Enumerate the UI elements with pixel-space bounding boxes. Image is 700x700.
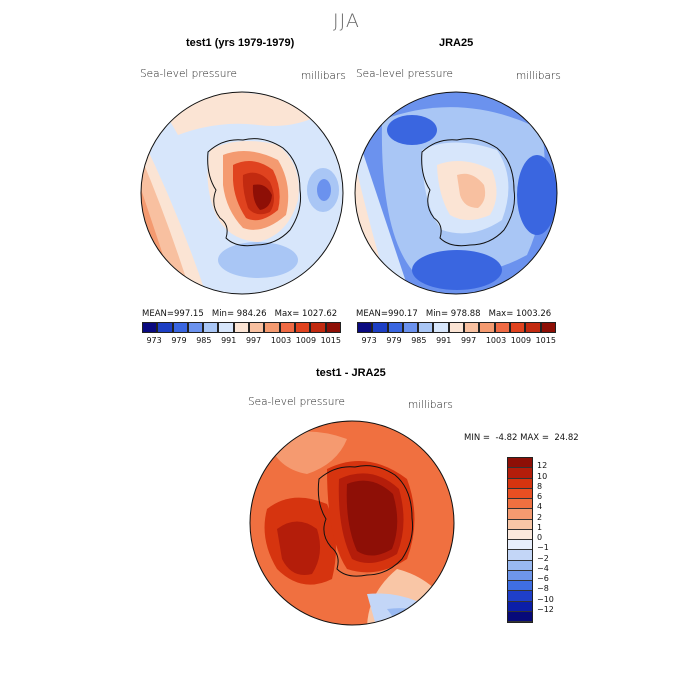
colorbar-swatch [279,322,295,333]
colorbar-swatch [479,322,495,333]
colorbar-tick-label: −1 [537,543,549,553]
stats-test1: MEAN=997.15 Min= 984.26 Max= 1027.62 [142,309,338,319]
colorbar-ticks-diff: 12 10 8 6 4 2 1 0 −1 −2 −4 −6 −8 −10 −12 [537,457,577,621]
colorbar-ticks-test1: 973 979 985 991 997 1003 1009 1015 [142,336,341,348]
map-diff [249,420,455,626]
map-jra25 [354,91,558,295]
colorbar-tick-label: 1 [537,522,543,532]
colorbar-tick-label: 997 [460,336,477,345]
colorbar-swatch [187,322,204,333]
variable-label-test1: Sea-level pressure [140,68,238,80]
colorbar-swatch [218,322,234,333]
colorbar-tick-label: 1015 [535,336,556,345]
colorbar-swatch [508,550,532,561]
colorbar-swatch [203,322,219,333]
colorbar-swatch [325,322,341,333]
colorbar-swatch [540,322,556,333]
colorbar-tick-label: 1003 [270,336,292,345]
colorbar-swatch [372,322,388,333]
colorbar-swatch [508,458,532,469]
colorbar-tick-label: 1009 [295,336,317,345]
colorbar-swatch [157,322,173,333]
colorbar-swatch [233,322,250,333]
colorbar-tick-label: 4 [537,502,543,512]
colorbar-swatch [264,322,280,333]
colorbar-tick-label: 979 [171,336,187,345]
colorbar-tick-label: 10 [537,471,548,481]
colorbar-tick-label: 985 [196,336,212,345]
colorbar-swatch [508,611,532,622]
colorbar-tick-label: −8 [537,584,549,594]
colorbar-swatch [508,509,532,520]
colorbar-swatch [508,560,532,571]
colorbar-swatch [402,322,419,333]
colorbar-tick-label: −12 [537,604,554,614]
colorbar-swatch [508,540,532,551]
figure-title: JJA [333,10,360,32]
colorbar-swatch [494,322,510,333]
colorbar-diff [507,457,533,623]
colorbar-tick-label: 997 [245,336,262,345]
colorbar-swatch [508,478,532,489]
stats-jra25: MEAN=990.17 Min= 978.88 Max= 1003.26 [356,309,552,319]
units-label-diff: millibars [408,399,453,411]
colorbar-swatch [508,519,532,530]
colorbar-swatch [387,322,403,333]
colorbar-swatch [508,591,532,602]
colorbar-jra25 [357,322,556,333]
colorbar-tick-label: −4 [537,563,549,573]
panel-title-test1: test1 (yrs 1979-1979) [186,37,295,49]
colorbar-swatch [464,322,480,333]
panel-title-diff: test1 - JRA25 [316,367,386,379]
colorbar-tick-label: 985 [411,336,427,345]
colorbar-swatch [172,322,188,333]
colorbar-tick-label: 991 [221,336,237,345]
colorbar-swatch [508,570,532,581]
units-label-jra25: millibars [516,70,561,82]
variable-label-diff: Sea-level pressure [248,396,346,408]
colorbar-tick-label: 6 [537,492,543,501]
colorbar-test1 [142,322,341,333]
colorbar-tick-label: −6 [537,574,549,583]
colorbar-swatch [508,488,532,499]
colorbar-tick-label: 1015 [320,336,341,345]
panel-title-jra25: JRA25 [439,37,474,49]
colorbar-swatch [508,529,532,540]
colorbar-tick-label: 12 [537,461,548,471]
colorbar-swatch [508,468,532,479]
colorbar-swatch [508,581,532,592]
colorbar-swatch [508,499,532,510]
colorbar-swatch [418,322,434,333]
colorbar-swatch [310,322,326,333]
colorbar-swatch [508,601,532,612]
colorbar-tick-label: 1009 [510,336,532,345]
colorbar-ticks-jra25: 973 979 985 991 997 1003 1009 1015 [357,336,556,348]
colorbar-tick-label: 991 [436,336,452,345]
colorbar-tick-label: 0 [537,533,543,542]
colorbar-tick-label: 973 [361,336,377,345]
colorbar-tick-label: 973 [146,336,162,345]
colorbar-swatch [142,322,158,333]
stats-diff: MIN = -4.82 MAX = 24.82 [464,433,579,443]
variable-label-jra25: Sea-level pressure [356,68,454,80]
colorbar-swatch [525,322,541,333]
colorbar-tick-label: −10 [537,594,554,604]
colorbar-swatch [448,322,465,333]
colorbar-swatch [357,322,373,333]
colorbar-tick-label: 8 [537,481,543,491]
colorbar-tick-label: −2 [537,553,549,563]
colorbar-swatch [509,322,526,333]
colorbar-swatch [294,322,311,333]
colorbar-tick-label: 2 [537,512,543,522]
colorbar-tick-label: 979 [386,336,402,345]
colorbar-swatch [249,322,265,333]
colorbar-tick-label: 1003 [485,336,507,345]
map-test1 [140,91,344,295]
colorbar-swatch [433,322,449,333]
units-label-test1: millibars [301,70,346,82]
